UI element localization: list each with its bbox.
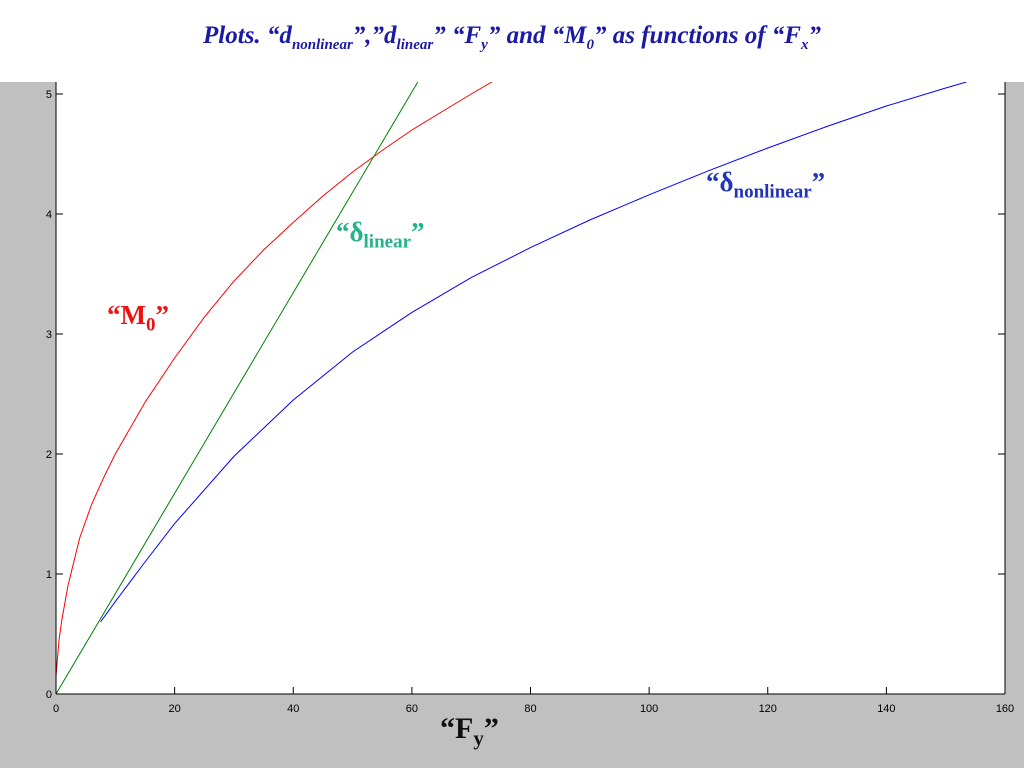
label-subscript: nonlinear [733, 181, 812, 203]
y-tick-label: 3 [46, 329, 52, 341]
label-text: ” [811, 167, 826, 197]
x-tick-label: 40 [287, 703, 299, 715]
plot-background [56, 82, 1005, 694]
title-text: Plots. “d [203, 22, 292, 49]
label-text: ” [411, 217, 425, 247]
y-tick-label: 2 [46, 449, 52, 461]
label-subscript: 0 [145, 314, 156, 336]
x-tick-label: 140 [877, 703, 895, 715]
m0-series-line [56, 82, 493, 677]
x-axis-label: “Fy” [440, 712, 499, 751]
x-tick-label: 60 [406, 703, 418, 715]
nonlinear-curve-label: “δnonlinear” [706, 167, 825, 203]
label-text: “M [107, 300, 146, 330]
title-text: ” [808, 22, 821, 49]
label-text: ” [155, 300, 169, 330]
title-subscript: 0 [586, 37, 594, 53]
figure-area: 0 20 40 60 80 100 120 140 160 0 1 2 3 4 5 [0, 82, 1024, 768]
label-text: “F [440, 712, 474, 745]
linear-curve-label: “δlinear” [336, 217, 425, 253]
x-tick-label: 120 [759, 703, 777, 715]
label-text: “δ [336, 217, 364, 247]
y-tick-label: 5 [46, 89, 52, 101]
x-tick-label: 80 [524, 703, 536, 715]
label-subscript: y [473, 726, 484, 750]
label-text: “δ [706, 167, 734, 197]
title-subscript: y [481, 37, 488, 53]
y-tick-label: 0 [46, 689, 52, 701]
y-tick-label: 4 [46, 209, 52, 221]
m0-curve-label: “M0” [107, 300, 169, 336]
label-text: ” [483, 712, 499, 745]
line-chart: 0 20 40 60 80 100 120 140 160 0 1 2 3 4 5 [46, 82, 1014, 715]
y-tick-label: 1 [46, 569, 52, 581]
label-subscript: linear [363, 231, 412, 253]
title-subscript: linear [396, 37, 434, 53]
x-tick-label: 100 [640, 703, 658, 715]
nonlinear-series-line [100, 82, 967, 623]
title-text: ” as functions of “F [593, 22, 801, 49]
title-text: ” and “M [487, 22, 587, 49]
x-tick-label: 0 [53, 703, 59, 715]
title-subscript: nonlinear [291, 37, 353, 53]
x-tick-label: 160 [996, 703, 1014, 715]
x-tick-label: 20 [169, 703, 181, 715]
linear-series-line [56, 82, 419, 694]
title-subscript: x [800, 37, 809, 53]
title-text: ” “F [433, 22, 482, 49]
title-text: ”,”d [352, 22, 397, 49]
slide-title: Plots. “dnonlinear”,”dlinear” “Fy” and “… [0, 22, 1024, 54]
